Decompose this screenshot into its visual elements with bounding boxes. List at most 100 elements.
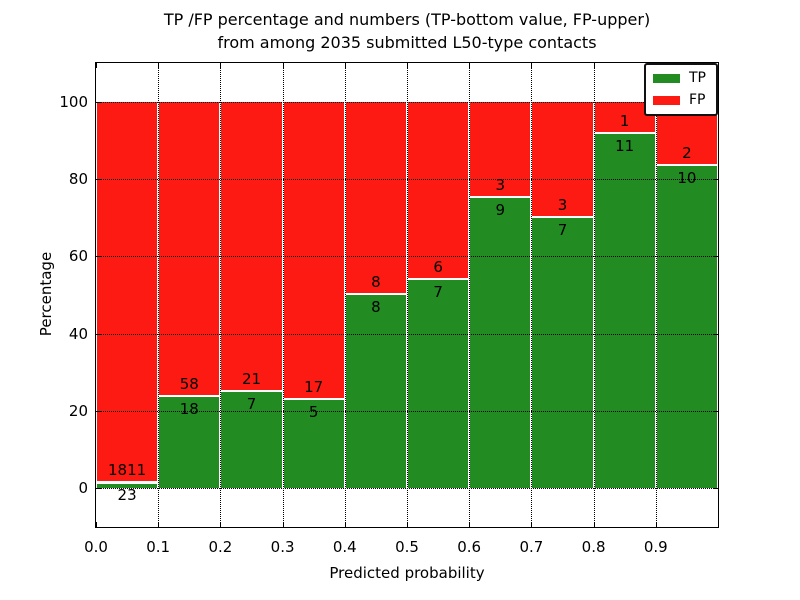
x-tick-mark [282, 522, 284, 527]
bar-segment-tp [159, 396, 220, 489]
x-tick-mark [469, 522, 471, 527]
bar-segment-tp [470, 198, 531, 489]
x-tick-mark [655, 522, 657, 527]
x-tick-mark [407, 522, 408, 527]
y-tick-label: 40 [68, 324, 88, 343]
bar-segment-tp [532, 217, 593, 489]
bar-label-fp: 3 [557, 195, 568, 214]
y-tick-label: 100 [59, 92, 88, 111]
bar-label-tp: 10 [677, 169, 697, 188]
bar-label-fp: 1811 [108, 461, 147, 480]
y-tick-mark [96, 256, 101, 258]
bar-label-fp: 3 [495, 176, 506, 195]
x-tick-mark [96, 522, 97, 527]
v-gridline [531, 63, 533, 527]
bar-segment-fp [283, 101, 344, 401]
y-tick-mark [96, 179, 101, 180]
legend-label-fp: FP [689, 92, 706, 108]
bar-segment-tp [594, 133, 655, 489]
x-tick-label: 0.9 [643, 538, 668, 556]
y-tick-mark [96, 333, 101, 335]
bar-segment-fp [345, 101, 406, 295]
y-tick-mark [96, 488, 101, 490]
bar-segment-tp [97, 483, 158, 489]
bar-label-tp: 7 [557, 220, 568, 239]
x-tick-label: 0.3 [270, 538, 295, 556]
x-tick-label: 0.6 [457, 538, 482, 556]
x-axis-label: Predicted probability [329, 564, 485, 582]
chart-title-line2: from among 2035 submitted L50-type conta… [217, 33, 597, 52]
y-tick-mark [713, 256, 718, 258]
x-tick-label: 0.8 [581, 538, 606, 556]
x-tick-mark [282, 63, 284, 68]
y-tick-label: 60 [68, 247, 88, 266]
h-gridline [96, 256, 718, 258]
x-tick-mark [158, 63, 160, 68]
h-gridline [96, 101, 718, 103]
h-gridline [96, 333, 718, 335]
v-gridline [593, 63, 595, 527]
bar-label-tp: 18 [179, 399, 199, 418]
x-tick-mark [96, 63, 97, 68]
bar-label-tp: 11 [615, 136, 635, 155]
bar-label-fp: 21 [241, 369, 262, 388]
x-tick-label: 0.1 [146, 538, 171, 556]
x-tick-mark [531, 522, 533, 527]
y-tick-mark [713, 411, 718, 412]
chart-title: TP /FP percentage and numbers (TP-bottom… [95, 8, 719, 54]
y-tick-mark [96, 101, 101, 103]
bar-label-tp: 9 [495, 201, 506, 220]
bar-label-tp: 5 [308, 403, 319, 422]
h-gridline [96, 179, 718, 180]
bar-label-fp: 58 [179, 374, 199, 393]
x-tick-mark [531, 63, 533, 68]
legend-item-fp: FP [646, 89, 716, 111]
x-tick-mark [593, 522, 595, 527]
legend-item-tp: TP [646, 67, 716, 89]
v-gridline [344, 63, 346, 527]
x-tick-mark [469, 63, 471, 68]
y-tick-mark [96, 411, 101, 412]
x-tick-label: 0.4 [332, 538, 357, 556]
y-tick-label: 20 [68, 402, 88, 420]
bar-label-tp: 7 [433, 283, 443, 302]
tp-legend-swatch [653, 73, 680, 83]
bar-segment-fp [97, 101, 158, 484]
v-gridline [655, 63, 657, 527]
bar-label-fp: 1 [619, 111, 630, 130]
x-tick-mark [344, 522, 346, 527]
bar-segment-tp [656, 166, 717, 489]
bar-segment-fp [470, 101, 531, 199]
bar-segment-tp [283, 400, 344, 489]
bar-segment-fp [532, 101, 593, 218]
chart-title-line1: TP /FP percentage and numbers (TP-bottom… [163, 10, 651, 29]
v-gridline [469, 63, 471, 527]
y-tick-label: 80 [68, 170, 88, 188]
bar-label-fp: 17 [304, 378, 324, 397]
v-gridline [220, 63, 222, 527]
legend: TP FP [644, 63, 718, 116]
x-tick-mark [407, 63, 408, 68]
bar-segment-tp [345, 295, 406, 489]
v-gridline [407, 63, 408, 527]
legend-label-tp: TP [689, 70, 706, 86]
x-tick-mark [220, 522, 222, 527]
bar-label-tp: 23 [117, 486, 137, 505]
bar-segment-fp [408, 101, 469, 281]
bar-label-fp: 8 [371, 273, 381, 291]
x-tick-label: 0.5 [395, 538, 419, 556]
x-tick-label: 0.7 [519, 538, 544, 556]
h-gridline [96, 488, 718, 490]
plot-area: 1811 23 58 18 21 7 17 5 8 8 6 7 3 9 3 7 1 11 2 10 [95, 62, 719, 528]
v-gridline [282, 63, 284, 527]
y-tick-mark [713, 333, 718, 335]
v-gridline [158, 63, 160, 527]
x-tick-label: 0.2 [208, 538, 233, 556]
y-tick-label: 0 [78, 479, 88, 498]
x-tick-mark [593, 63, 595, 68]
bar-segment-tp [221, 391, 282, 489]
x-tick-mark [158, 522, 160, 527]
bar-label-fp: 2 [682, 144, 692, 163]
bar-segment-fp [159, 101, 220, 397]
